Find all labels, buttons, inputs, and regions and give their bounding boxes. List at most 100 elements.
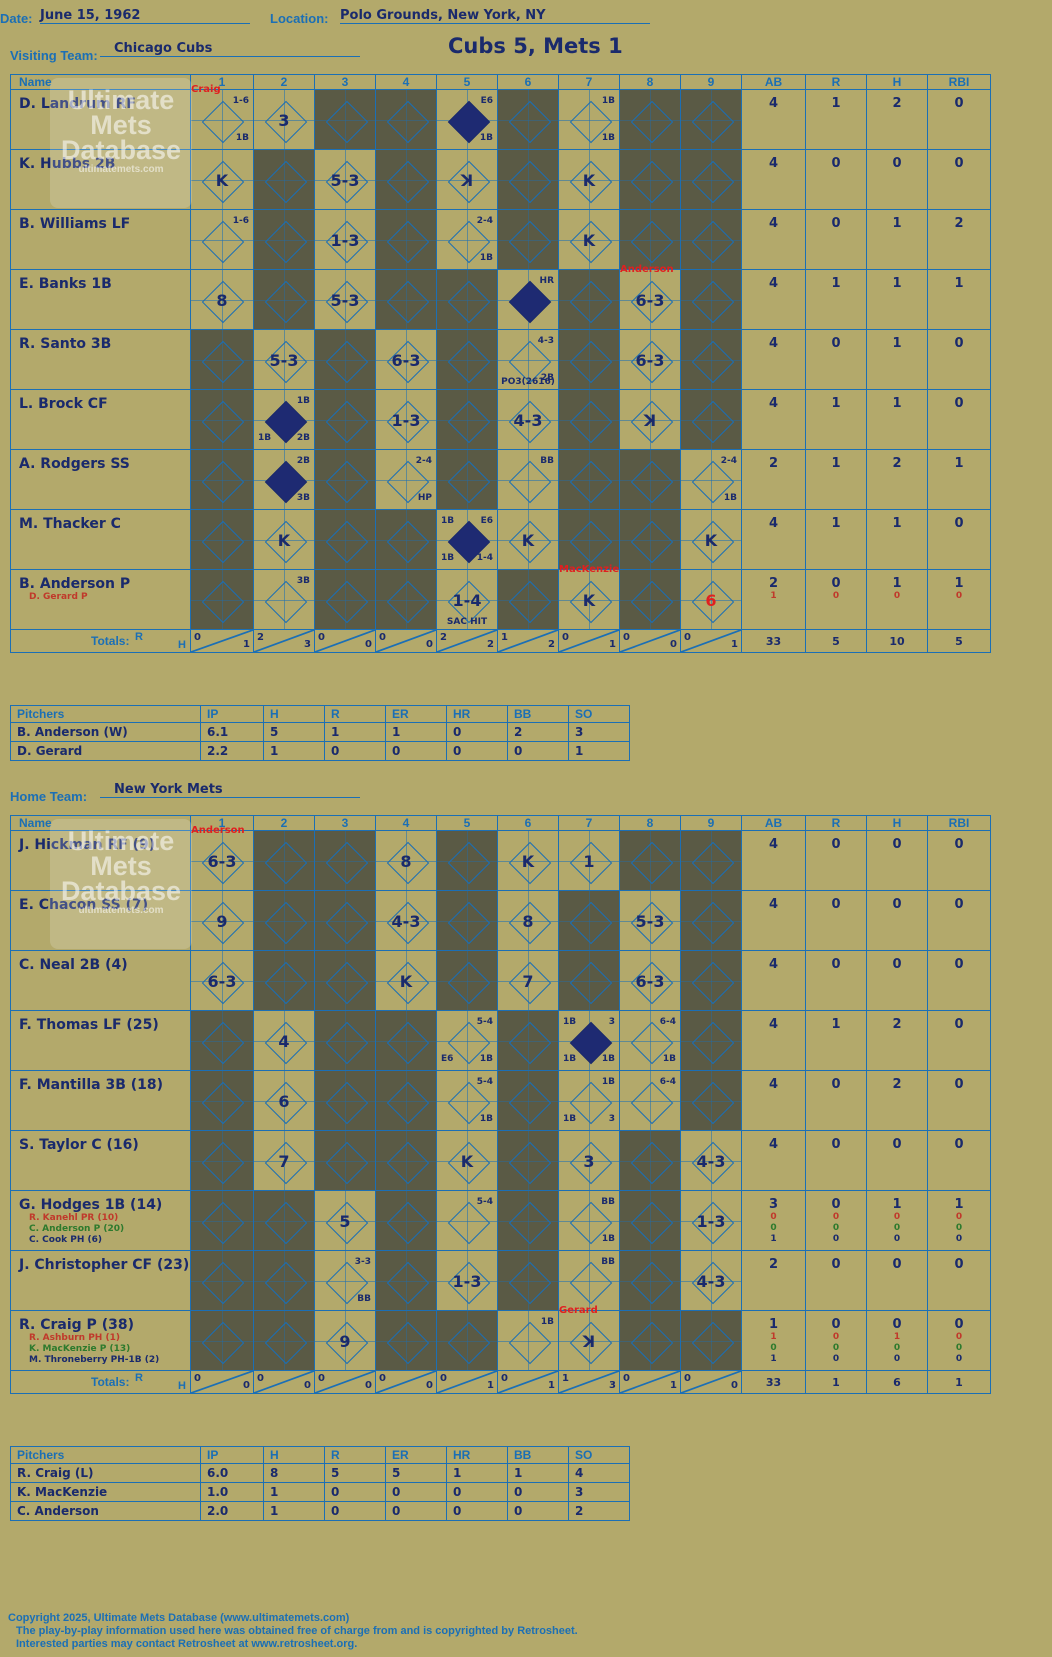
stat-ab-value: 2 bbox=[768, 456, 779, 471]
at-bat-cell-inning-8: 5-3 bbox=[619, 890, 681, 951]
pitcher-stat: 1 bbox=[385, 722, 447, 742]
visiting-batting-table: Name 1 2 3 4 5 6 7 8 9 AB R H RBI D. Landrum RF Craig 1-… bbox=[10, 74, 991, 653]
cell-guide-v bbox=[650, 450, 651, 509]
stat-r-value: 0 bbox=[831, 1257, 841, 1272]
cell-guide-v bbox=[345, 1191, 346, 1250]
cell-guide-v bbox=[406, 831, 407, 890]
player-cell: S. Taylor C (16) bbox=[10, 1130, 191, 1191]
stat-ab-value: 3 bbox=[768, 1197, 779, 1212]
stat-ab-sub-value: 0 bbox=[770, 1223, 777, 1233]
play-note: 1B bbox=[540, 1317, 554, 1327]
play-note: 1B bbox=[601, 96, 615, 106]
location-label: Location: bbox=[270, 11, 329, 26]
player-name: F. Thomas LF (25) bbox=[19, 1017, 159, 1033]
player-name: J. Christopher CF (23) bbox=[19, 1257, 190, 1273]
stat-ab-sub-value: 0 bbox=[770, 1212, 777, 1222]
cell-guide-v bbox=[406, 1251, 407, 1310]
play-note: 4-3 bbox=[537, 336, 554, 346]
stat-ab: 4 bbox=[741, 89, 806, 150]
at-bat-cell-inning-3 bbox=[314, 890, 376, 951]
cell-guide-h bbox=[681, 860, 741, 862]
cell-guide-v bbox=[711, 150, 712, 209]
at-bat-cell-inning-2: 3 bbox=[253, 89, 315, 150]
stat-ab-value: 4 bbox=[768, 897, 779, 912]
at-bat-cell-inning-2 bbox=[253, 830, 315, 891]
table-row: G. Hodges 1B (14) R. Kanehl PR (10) C. And… bbox=[10, 1190, 991, 1251]
cell-guide-h bbox=[376, 1220, 436, 1222]
at-bat-cell-inning-9: 4-3 bbox=[680, 1250, 742, 1311]
cell-guide-v bbox=[711, 450, 712, 509]
at-bat-cell-inning-4 bbox=[375, 209, 437, 270]
at-bat-cell-inning-9: 2-4 1B bbox=[680, 449, 742, 510]
stat-h-value: 1 bbox=[892, 276, 902, 291]
cell-guide-h bbox=[376, 1100, 436, 1102]
basepath-diamond bbox=[386, 1201, 430, 1245]
player-name: R. Craig P (38) bbox=[19, 1317, 134, 1333]
stat-rbi-sub-value: 0 bbox=[955, 1354, 963, 1364]
basepath-diamond bbox=[508, 100, 552, 144]
stat-h-value: 0 bbox=[892, 1137, 902, 1152]
cell-guide-v bbox=[467, 831, 468, 890]
basepath-diamond bbox=[508, 280, 552, 324]
pitcher-row: K. MacKenzie 1.0 1 0 0 0 0 3 bbox=[10, 1482, 630, 1502]
at-bat-cell-inning-5: 1-3 bbox=[436, 1250, 498, 1311]
cell-guide-h bbox=[620, 1160, 680, 1162]
cell-guide-v bbox=[406, 150, 407, 209]
pitching-col-so: SO bbox=[568, 1446, 630, 1464]
home-totals-row: Totals: R H 0 0 0 0 0 0 0 0 0 1 0 1 1 3 0 1 0 0 33 1 6 1 bbox=[10, 1370, 991, 1394]
inning-runs: 2 bbox=[440, 632, 447, 643]
cell-guide-v bbox=[467, 1071, 468, 1130]
total-r: 1 bbox=[805, 1370, 867, 1394]
player-name: D. Landrum RF bbox=[19, 96, 136, 112]
basepath-diamond bbox=[691, 100, 735, 144]
pitcher-stat: 2.2 bbox=[200, 741, 264, 761]
at-bat-cell-inning-4: 1-3 bbox=[375, 389, 437, 450]
stat-h: 1 bbox=[866, 209, 928, 270]
at-bat-cell-inning-2 bbox=[253, 269, 315, 330]
stat-h: 2 bbox=[866, 449, 928, 510]
inning-header-9: 9 bbox=[680, 74, 742, 90]
inning-header-5: 5 bbox=[436, 815, 498, 831]
cell-guide-v bbox=[711, 1191, 712, 1250]
cell-guide-h bbox=[620, 239, 680, 241]
inning-hits: 1 bbox=[548, 1380, 555, 1391]
pitching-col-bb: BB bbox=[507, 1446, 569, 1464]
basepath-diamond bbox=[325, 400, 369, 444]
table-row: R. Santo 3B 5-3 6-3 4-3 2B PO3(2616) 6-3 4 0 1 0 bbox=[10, 329, 991, 390]
substitute-name: R. Kanehl PR (10) bbox=[29, 1213, 119, 1223]
cell-guide-h bbox=[498, 119, 558, 121]
play-result: 5-3 bbox=[330, 291, 360, 310]
visiting-team-name: Chicago Cubs bbox=[100, 41, 360, 57]
at-bat-cell-inning-6 bbox=[497, 1010, 559, 1071]
cell-guide-h bbox=[559, 920, 619, 922]
stat-ab-value: 4 bbox=[768, 1137, 779, 1152]
pitcher-stat: 0 bbox=[385, 1482, 447, 1502]
cell-guide-v bbox=[589, 90, 590, 149]
stat-ab-value: 4 bbox=[768, 216, 779, 231]
stat-h-value: 0 bbox=[892, 156, 902, 171]
cell-guide-v bbox=[467, 891, 468, 950]
stat-header-ab: AB bbox=[741, 815, 806, 831]
cell-guide-v bbox=[406, 1191, 407, 1250]
at-bat-cell-inning-4: 2-4 HP bbox=[375, 449, 437, 510]
basepath-diamond bbox=[447, 280, 491, 324]
stat-h: 1 bbox=[866, 389, 928, 450]
stat-ab-sub-value: 1 bbox=[770, 1332, 777, 1342]
cell-guide-v bbox=[222, 951, 223, 1010]
stat-r: 1 bbox=[805, 449, 867, 510]
pitching-col-hr: HR bbox=[446, 1446, 508, 1464]
play-result: 7 bbox=[278, 1152, 290, 1171]
stat-rbi-value: 0 bbox=[954, 516, 964, 531]
stat-r-sub-value: 0 bbox=[832, 1212, 840, 1222]
inning-hits: 0 bbox=[731, 1380, 738, 1391]
basepath-diamond bbox=[630, 220, 674, 264]
at-bat-cell-inning-1: 6-3 bbox=[190, 950, 254, 1011]
at-bat-cell-inning-5 bbox=[436, 830, 498, 891]
cell-guide-h bbox=[376, 299, 436, 301]
pitcher-stat: 0 bbox=[324, 1482, 386, 1502]
total-divider bbox=[681, 1371, 741, 1393]
pitcher-row: B. Anderson (W) 6.1 5 1 1 0 2 3 bbox=[10, 722, 630, 742]
